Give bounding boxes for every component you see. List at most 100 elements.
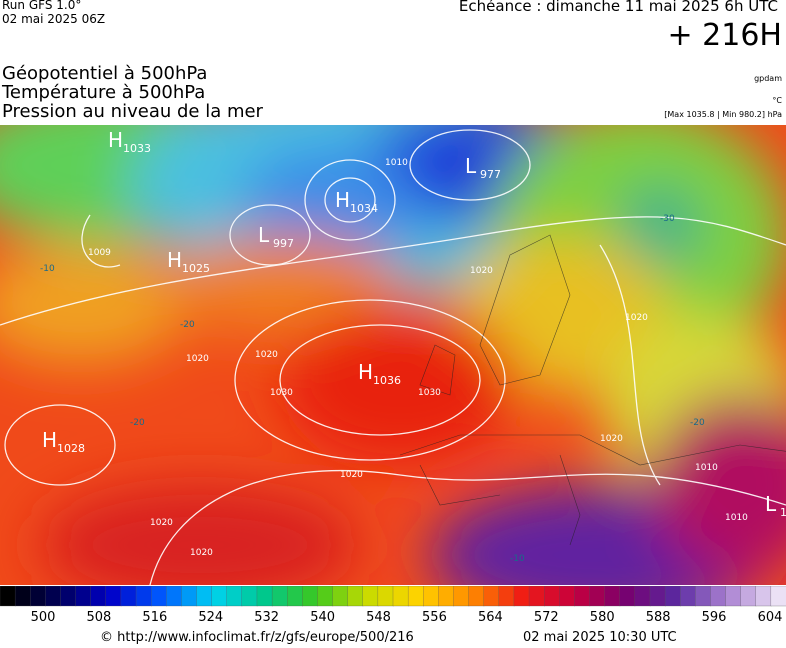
colorbar-tick-label: 572	[533, 610, 559, 625]
run-date: 02 mai 2025 06Z	[2, 12, 106, 26]
unit-label: [Max 1035.8 | Min 980.2] hPa	[664, 110, 782, 119]
color-swatch	[347, 586, 364, 607]
colorbar-tick-label: 580	[589, 610, 615, 625]
pressure-center: H 1034	[335, 188, 378, 215]
contour-label: 1020	[186, 354, 209, 364]
color-swatch	[619, 586, 636, 607]
colorbar-tick-label: 532	[254, 610, 280, 625]
colorbar-tick-label: 516	[142, 610, 168, 625]
center-value: 1033	[123, 142, 151, 155]
contour-label: 1010	[725, 513, 748, 523]
color-swatch	[604, 586, 621, 607]
color-swatch	[438, 586, 455, 607]
contour-label: 1009	[88, 248, 111, 258]
contour-label: -10	[510, 554, 525, 564]
color-swatch	[211, 586, 228, 607]
color-swatch	[755, 586, 772, 607]
color-swatch	[544, 586, 560, 607]
center-value: 1028	[57, 442, 85, 455]
contour-label: 1020	[190, 548, 213, 558]
color-swatch	[498, 586, 515, 607]
pressure-center: H 1025	[167, 248, 210, 275]
pressure-center: H 1033	[108, 128, 151, 155]
color-swatch	[770, 586, 786, 607]
center-kind: L	[765, 492, 777, 516]
color-swatch	[407, 586, 424, 607]
color-swatch	[151, 586, 167, 607]
pressure-center: L10	[765, 492, 786, 519]
color-swatch	[740, 586, 757, 607]
echeance: Échéance : dimanche 11 mai 2025 6h UTC	[458, 0, 778, 15]
color-swatch	[287, 586, 303, 607]
contour-label: -20	[180, 320, 195, 330]
color-swatch	[513, 586, 530, 607]
color-swatch	[241, 586, 258, 607]
center-kind: H	[167, 248, 182, 272]
color-swatch	[0, 586, 16, 607]
color-swatch	[423, 586, 439, 607]
layer-label: Géopotentiel à 500hPa	[2, 63, 208, 84]
contour-label: 1010	[695, 463, 718, 473]
color-swatch	[226, 586, 243, 607]
color-swatch	[332, 586, 349, 607]
unit-label: °C	[772, 96, 782, 105]
color-swatch	[574, 586, 591, 607]
color-swatch	[317, 586, 334, 607]
layer-label: Pression au niveau de la mer	[2, 101, 263, 122]
pressure-center: H 1036	[358, 360, 401, 387]
color-swatch	[680, 586, 696, 607]
color-swatch	[468, 586, 485, 607]
colorbar	[0, 586, 786, 607]
contour-label: 1020	[150, 518, 173, 528]
colorbar-tick-label: 548	[366, 610, 391, 625]
contour-label: 1020	[340, 470, 363, 480]
color-swatch	[181, 586, 198, 607]
colorbar-tick-label: 524	[198, 610, 224, 625]
center-value: 1025	[182, 262, 210, 275]
center-value: 997	[273, 237, 294, 250]
color-swatch	[166, 586, 183, 607]
color-swatch	[105, 586, 122, 607]
color-swatch	[453, 586, 470, 607]
contour-label: -30	[660, 214, 675, 224]
issue-time: 02 mai 2025 10:30 UTC	[523, 630, 677, 645]
color-swatch	[392, 586, 409, 607]
lead-time: + 216H	[667, 18, 783, 53]
pressure-center: H 1028	[42, 428, 85, 455]
color-swatch	[559, 586, 576, 607]
contour-label: 1030	[270, 388, 293, 398]
color-swatch	[362, 586, 379, 607]
contour-label: 1010	[385, 158, 408, 168]
weather-map: H1033L977H1034L997H1025H1036H1028L101009…	[0, 125, 786, 585]
center-kind: L	[465, 154, 477, 178]
contour-label: 1020	[600, 434, 623, 444]
color-swatch	[196, 586, 213, 607]
colorbar-tick-label: 564	[477, 610, 503, 625]
color-swatch	[271, 586, 288, 607]
center-value: 10	[780, 506, 786, 519]
colorbar-tick-label: 500	[30, 610, 56, 625]
colorbar-tick-label: 540	[310, 610, 336, 625]
center-value: 977	[480, 168, 501, 181]
color-swatch	[14, 586, 31, 607]
center-kind: H	[42, 428, 57, 452]
color-swatch	[710, 586, 727, 607]
color-swatch	[664, 586, 681, 607]
contour-label: -20	[130, 418, 145, 428]
center-kind: L	[258, 223, 270, 247]
color-swatch	[649, 586, 666, 607]
contour-label: -20	[690, 418, 705, 428]
contour-label: 1020	[470, 266, 493, 276]
color-swatch	[60, 586, 77, 607]
color-swatch	[589, 586, 606, 607]
color-swatch	[256, 586, 273, 607]
unit-label: gpdam	[754, 74, 782, 83]
color-swatch	[528, 586, 545, 607]
colorbar-tick-label: 596	[701, 610, 727, 625]
colorbar-tick-label: 588	[645, 610, 671, 625]
center-kind: H	[335, 188, 350, 212]
color-swatch	[377, 586, 394, 607]
temperature-field	[0, 125, 786, 585]
color-swatch	[120, 586, 137, 607]
